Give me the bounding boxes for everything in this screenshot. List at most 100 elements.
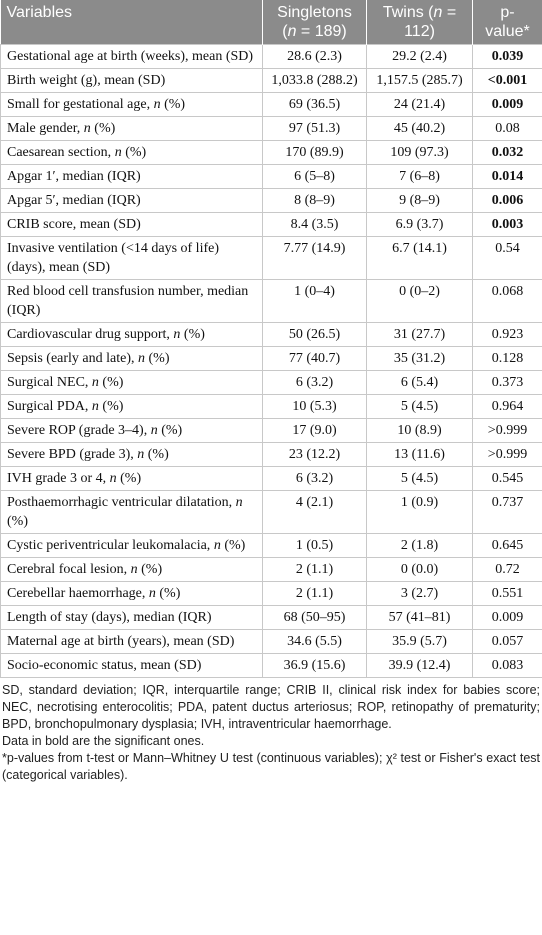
value-cell: 4 (2.1) [262,490,367,534]
value-cell: 0.006 [472,188,542,213]
value-cell: 1,157.5 (285.7) [366,68,473,93]
value-cell: 2 (1.1) [262,581,367,606]
value-cell: 35 (31.2) [366,346,473,371]
value-cell: 0.923 [472,322,542,347]
value-cell: 6.9 (3.7) [366,212,473,237]
table-row: Male gender, n (%) 97 (51.3) 45 (40.2) 0.08 [0,116,542,141]
variable-cell: Apgar 5′, median (IQR) [0,188,263,213]
value-cell: 97 (51.3) [262,116,367,141]
variable-cell: Severe ROP (grade 3–4), n (%) [0,418,263,443]
footnotes: SD, standard deviation; IQR, interquarti… [0,678,542,784]
footnote: Data in bold are the significant ones. [2,734,205,748]
value-cell: 0.014 [472,164,542,189]
value-cell: 57 (41–81) [366,605,473,630]
value-cell: 5 (4.5) [366,466,473,491]
value-cell: 7.77 (14.9) [262,236,367,280]
variable-cell: Small for gestational age, n (%) [0,92,263,117]
table-row: Red blood cell transfusion number, media… [0,279,542,323]
value-cell: 170 (89.9) [262,140,367,165]
value-cell: 0 (0–2) [366,279,473,323]
value-cell: 17 (9.0) [262,418,367,443]
value-cell: 45 (40.2) [366,116,473,141]
table-body: Gestational age at birth (weeks), mean (… [0,44,542,678]
value-cell: 0.057 [472,629,542,654]
value-cell: 6 (3.2) [262,370,367,395]
table-row: Caesarean section, n (%) 170 (89.9) 109 (9… [0,140,542,165]
value-cell: 6 (5.4) [366,370,473,395]
value-cell: 24 (21.4) [366,92,473,117]
variable-cell: Cardiovascular drug support, n (%) [0,322,263,347]
value-cell: 8.4 (3.5) [262,212,367,237]
value-cell: 23 (12.2) [262,442,367,467]
table-row: Posthaemorrhagic ventricular dilatation,… [0,490,542,534]
value-cell: 36.9 (15.6) [262,653,367,678]
value-cell: 0.551 [472,581,542,606]
value-cell: 34.6 (5.5) [262,629,367,654]
header-cell: Singletons (n = 189) [262,0,367,45]
value-cell: 1 (0.5) [262,533,367,558]
value-cell: <0.001 [472,68,542,93]
table-row: Cerebellar haemorrhage, n (%) 2 (1.1) 3 (2… [0,581,542,606]
variable-cell: Surgical PDA, n (%) [0,394,263,419]
header-cell: Variables [0,0,263,45]
value-cell: 10 (8.9) [366,418,473,443]
variable-cell: Sepsis (early and late), n (%) [0,346,263,371]
value-cell: 0.068 [472,279,542,323]
table-row: Socio-economic status, mean (SD) 36.9 (15… [0,653,542,678]
value-cell: >0.999 [472,442,542,467]
table-row: Cystic periventricular leukomalacia, n (… [0,533,542,558]
value-cell: 0.373 [472,370,542,395]
value-cell: 0.083 [472,653,542,678]
header-cell: p-value* [472,0,542,45]
variable-cell: Severe BPD (grade 3), n (%) [0,442,263,467]
value-cell: 0.54 [472,236,542,280]
table-row: Severe ROP (grade 3–4), n (%) 17 (9.0) 10 … [0,418,542,443]
data-table: Variables Singletons (n = 189) Twins (n = … [0,0,542,678]
table-row: Sepsis (early and late), n (%) 77 (40.7) 3… [0,346,542,371]
table-row: Small for gestational age, n (%) 69 (36.5… [0,92,542,117]
table-row: Apgar 5′, median (IQR) 8 (8–9) 9 (8–9) 0.00… [0,188,542,213]
value-cell: 0.128 [472,346,542,371]
value-cell: 0.645 [472,533,542,558]
table-row: CRIB score, mean (SD) 8.4 (3.5) 6.9 (3.7) 0… [0,212,542,237]
table-row: Length of stay (days), median (IQR) 68 (5… [0,605,542,630]
value-cell: 5 (4.5) [366,394,473,419]
value-cell: 0 (0.0) [366,557,473,582]
value-cell: 6 (3.2) [262,466,367,491]
value-cell: 1,033.8 (288.2) [262,68,367,93]
value-cell: 0.72 [472,557,542,582]
value-cell: 0.009 [472,605,542,630]
variable-cell: Socio-economic status, mean (SD) [0,653,263,678]
value-cell: 0.545 [472,466,542,491]
variable-cell: Male gender, n (%) [0,116,263,141]
variable-cell: Invasive ventilation (<14 days of life) … [0,236,263,280]
value-cell: 109 (97.3) [366,140,473,165]
table-row: Maternal age at birth (years), mean (SD)… [0,629,542,654]
variable-cell: Red blood cell transfusion number, media… [0,279,263,323]
variable-cell: Maternal age at birth (years), mean (SD) [0,629,263,654]
value-cell: 0.003 [472,212,542,237]
value-cell: 77 (40.7) [262,346,367,371]
table-row: Surgical NEC, n (%) 6 (3.2) 6 (5.4) 0.373 [0,370,542,395]
value-cell: 2 (1.1) [262,557,367,582]
variable-cell: Cerebellar haemorrhage, n (%) [0,581,263,606]
table-row: Gestational age at birth (weeks), mean (… [0,44,542,69]
value-cell: 2 (1.8) [366,533,473,558]
value-cell: 50 (26.5) [262,322,367,347]
table-row: Cerebral focal lesion, n (%) 2 (1.1) 0 (0.… [0,557,542,582]
value-cell: 0.964 [472,394,542,419]
value-cell: 1 (0–4) [262,279,367,323]
table-row: Birth weight (g), mean (SD) 1,033.8 (288.… [0,68,542,93]
value-cell: 0.08 [472,116,542,141]
value-cell: 0.737 [472,490,542,534]
variable-cell: Cerebral focal lesion, n (%) [0,557,263,582]
variable-cell: Caesarean section, n (%) [0,140,263,165]
table-row: Invasive ventilation (<14 days of life) … [0,236,542,280]
footnote: *p-values from t-test or Mann–Whitney U … [2,751,540,782]
value-cell: 8 (8–9) [262,188,367,213]
value-cell: 68 (50–95) [262,605,367,630]
variable-cell: Length of stay (days), median (IQR) [0,605,263,630]
variable-cell: Cystic periventricular leukomalacia, n (… [0,533,263,558]
table-row: Apgar 1′, median (IQR) 6 (5–8) 7 (6–8) 0.01… [0,164,542,189]
